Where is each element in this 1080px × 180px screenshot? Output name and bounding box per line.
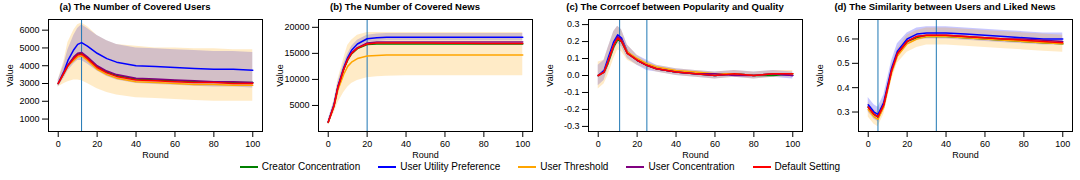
svg-text:2000: 2000 — [19, 96, 39, 106]
svg-text:5000: 5000 — [19, 43, 39, 53]
svg-text:0.5: 0.5 — [837, 58, 850, 68]
html-text:User Threshold: User Threshold — [540, 161, 609, 172]
html-text:(d) The Similarity between Use: (d) The Similarity between Users and Lik… — [834, 1, 1056, 12]
html-text:User Utility Preference: User Utility Preference — [400, 161, 501, 172]
svg-text:0: 0 — [326, 139, 331, 149]
svg-text:20: 20 — [92, 139, 102, 149]
html-text:(b) The Number of Covered News: (b) The Number of Covered News — [330, 1, 480, 12]
svg-text:0.3: 0.3 — [837, 107, 850, 117]
svg-text:60: 60 — [440, 139, 450, 149]
svg-text:100: 100 — [1055, 139, 1070, 149]
html-text:(c) The Corrcoef between Popul: (c) The Corrcoef between Popularity and … — [566, 1, 784, 12]
svg-text:5000: 5000 — [289, 100, 309, 110]
svg-text:20: 20 — [362, 139, 372, 149]
svg-text:6000: 6000 — [19, 25, 39, 35]
svg-text:20: 20 — [902, 139, 912, 149]
svg-text:1000: 1000 — [19, 114, 39, 124]
svg-text:0.6: 0.6 — [837, 34, 850, 44]
svg-text:60: 60 — [170, 139, 180, 149]
svg-text:40: 40 — [671, 139, 681, 149]
svg-text:100: 100 — [515, 139, 530, 149]
svg-text:Round: Round — [682, 150, 709, 160]
svg-text:80: 80 — [479, 139, 489, 149]
svg-text:100: 100 — [785, 139, 800, 149]
svg-text:100: 100 — [245, 139, 260, 149]
svg-text:60: 60 — [710, 139, 720, 149]
svg-text:0.3: 0.3 — [567, 19, 580, 29]
svg-text:80: 80 — [209, 139, 219, 149]
svg-text:Round: Round — [952, 150, 979, 160]
svg-text:10000: 10000 — [284, 74, 309, 84]
svg-text:0.1: 0.1 — [567, 53, 580, 63]
svg-text:Round: Round — [142, 150, 169, 160]
svg-text:0: 0 — [866, 139, 871, 149]
html-text:Default Setting: Default Setting — [774, 161, 841, 172]
svg-text:40: 40 — [941, 139, 951, 149]
svg-text:0.0: 0.0 — [567, 70, 580, 80]
svg-text:-0.1: -0.1 — [564, 87, 580, 97]
svg-text:0.2: 0.2 — [567, 36, 580, 46]
svg-text:-0.2: -0.2 — [564, 104, 580, 114]
svg-text:Value: Value — [545, 64, 555, 86]
svg-text:40: 40 — [131, 139, 141, 149]
svg-text:40: 40 — [401, 139, 411, 149]
svg-text:20: 20 — [632, 139, 642, 149]
svg-text:Value: Value — [815, 64, 825, 86]
svg-text:80: 80 — [1019, 139, 1029, 149]
svg-text:4000: 4000 — [19, 61, 39, 71]
html-text:Creator Concentration: Creator Concentration — [261, 161, 361, 172]
svg-text:20000: 20000 — [284, 22, 309, 32]
html-text:User Concentration: User Concentration — [648, 161, 735, 172]
svg-text:3000: 3000 — [19, 78, 39, 88]
svg-text:15000: 15000 — [284, 48, 309, 58]
svg-text:80: 80 — [749, 139, 759, 149]
svg-text:-0.3: -0.3 — [564, 121, 580, 131]
svg-text:Value: Value — [275, 64, 285, 86]
svg-text:0.4: 0.4 — [837, 83, 850, 93]
svg-text:0: 0 — [596, 139, 601, 149]
svg-text:Round: Round — [412, 150, 439, 160]
html-text:(a) The Number of Covered User: (a) The Number of Covered Users — [59, 1, 211, 12]
svg-text:0: 0 — [56, 139, 61, 149]
svg-text:Value: Value — [5, 64, 15, 86]
svg-text:60: 60 — [980, 139, 990, 149]
